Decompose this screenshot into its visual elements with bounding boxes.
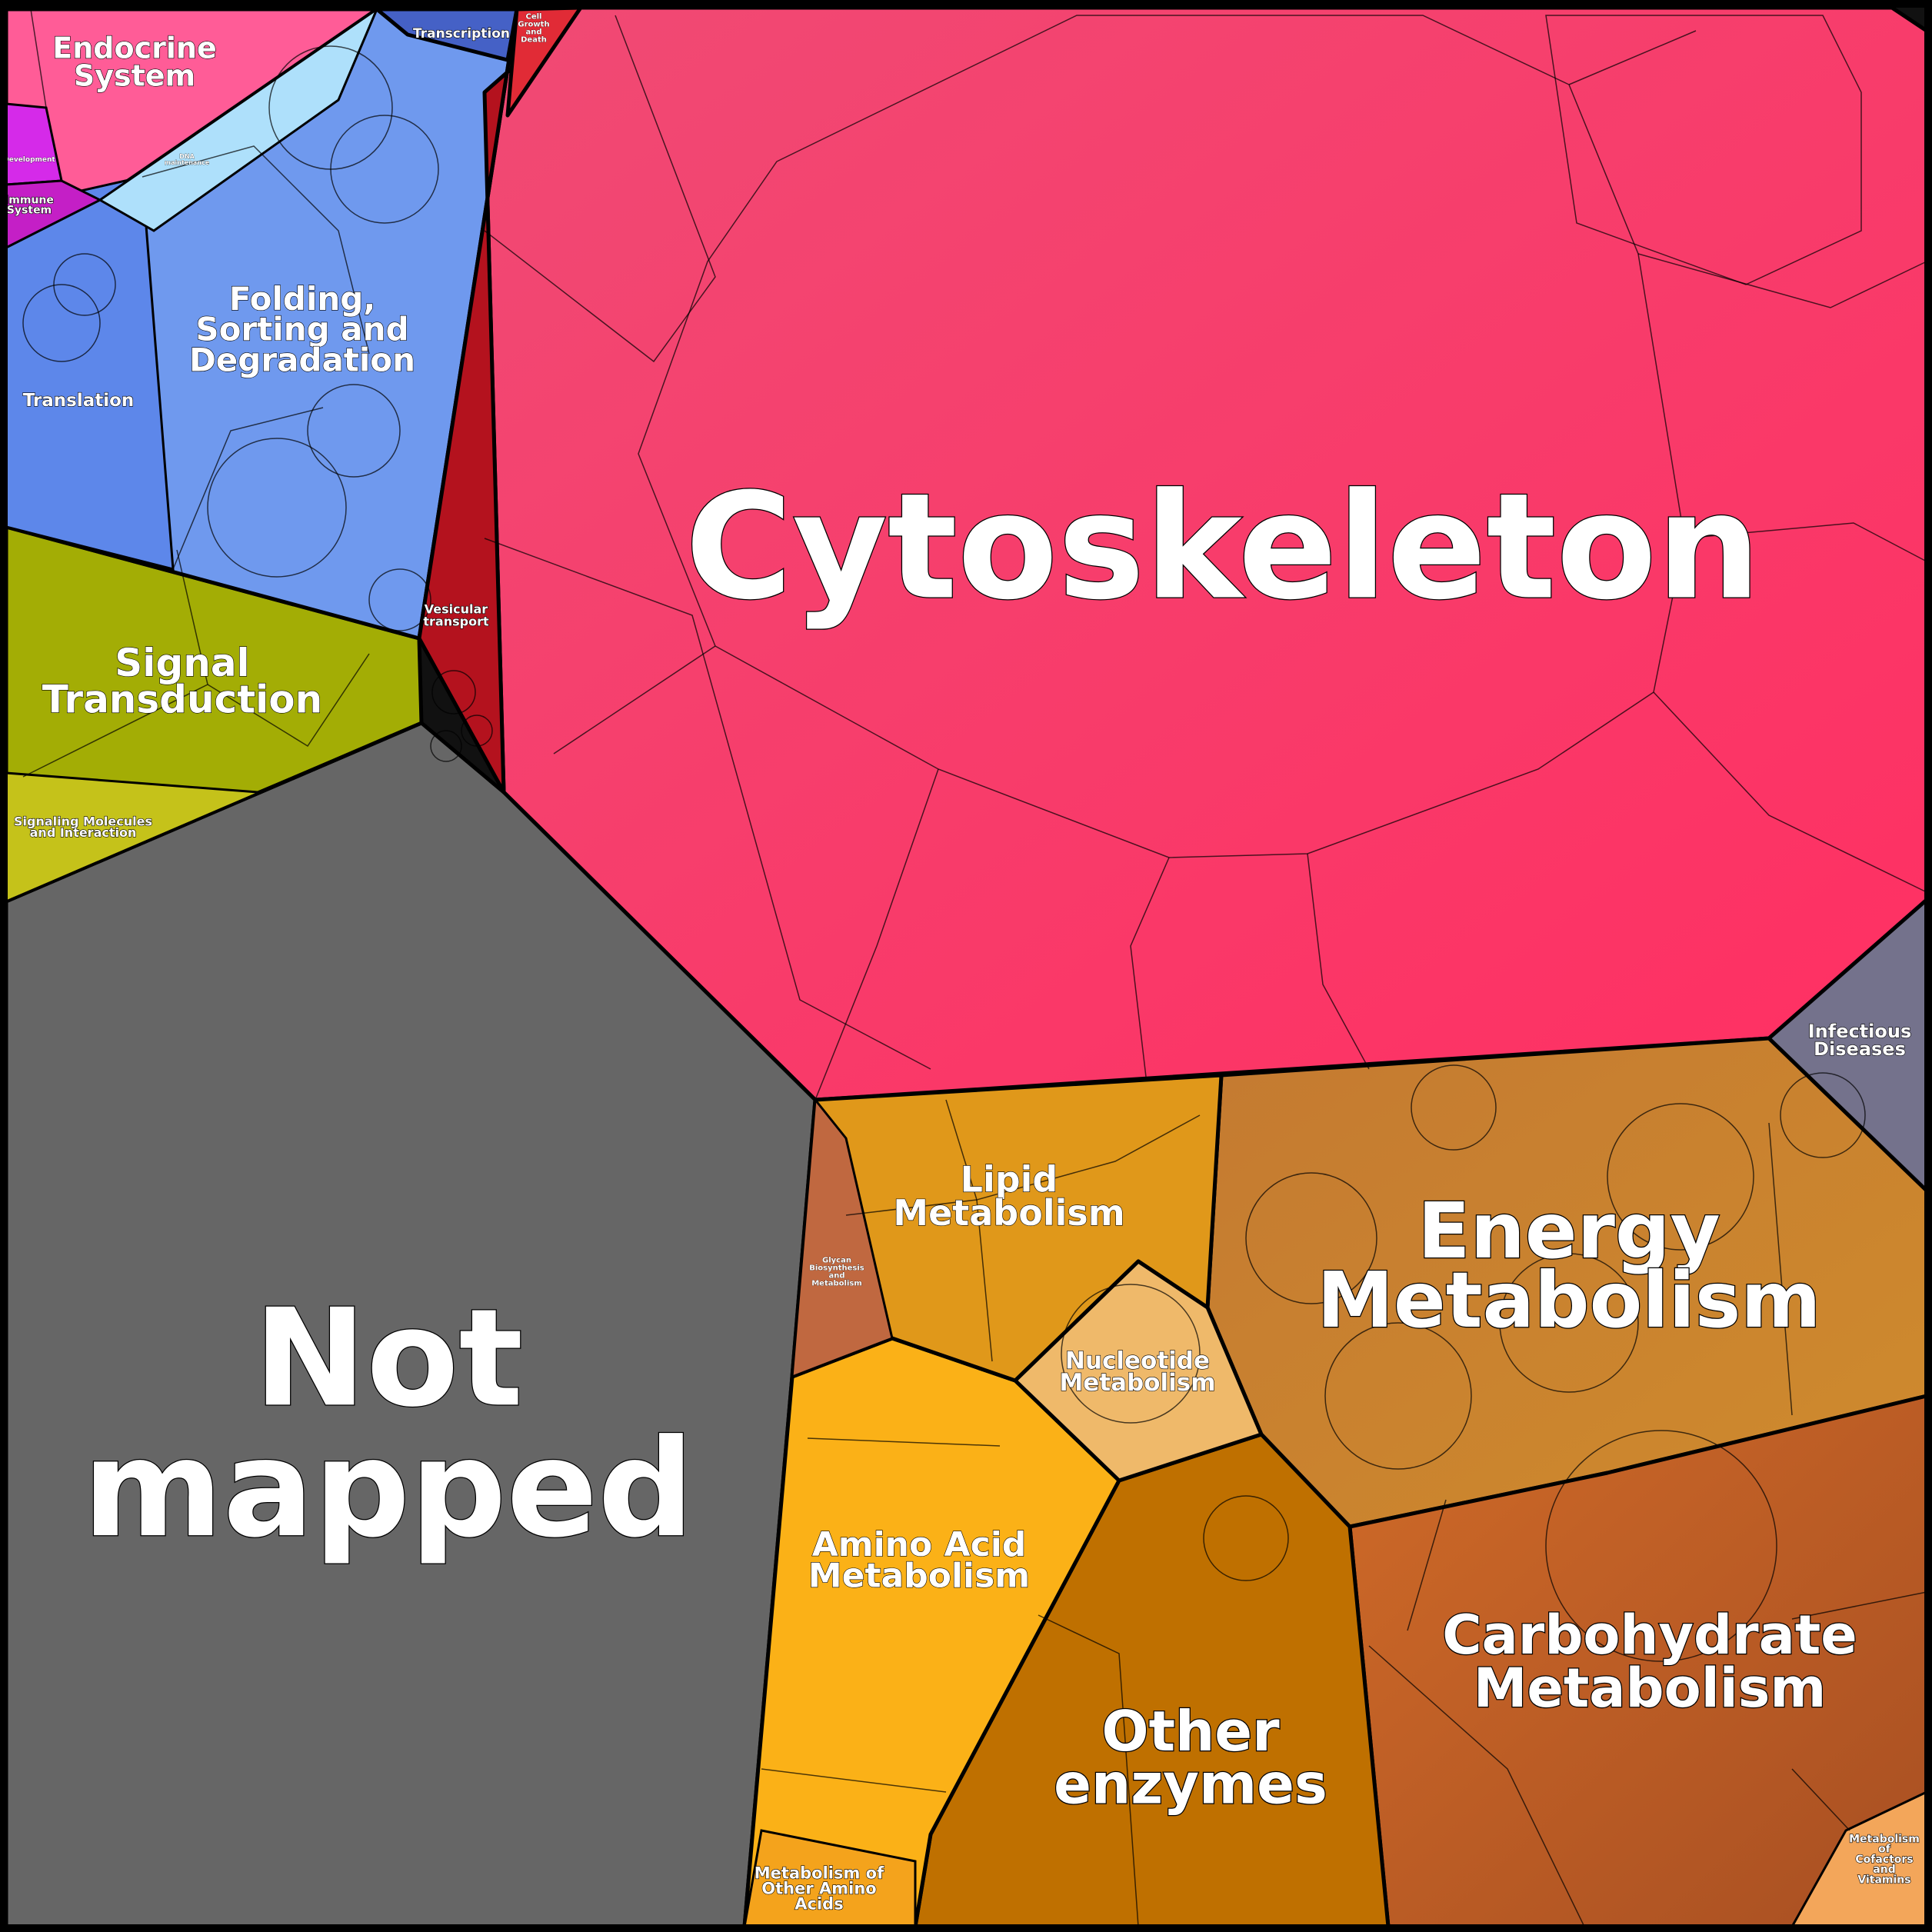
label-glycan-line-3: Metabolism — [811, 1280, 862, 1288]
label-cofactors-line-2: Cofactors — [1855, 1854, 1913, 1866]
label-immune-line-0: Immune — [5, 194, 54, 206]
cell-cell-growth[interactable] — [505, 5, 583, 118]
label-glycan-line-1: Biosynthesis — [809, 1264, 864, 1273]
label-amino-acid: Amino Acid Metabolism — [808, 1525, 1030, 1595]
label-other-amino-line-0: Metabolism of — [754, 1864, 884, 1882]
label-nucleotide-line-1: Metabolism — [1059, 1369, 1215, 1397]
label-infectious-line-0: Infectious — [1808, 1021, 1912, 1042]
label-signal: Signal Transduction — [42, 641, 322, 722]
label-endocrine-line-1: System — [74, 58, 195, 92]
label-cell-growth: Cell Growth and Death — [518, 13, 549, 45]
label-cell-growth-line-0: Cell — [526, 13, 542, 22]
label-infectious-line-1: Diseases — [1814, 1038, 1906, 1060]
label-transcription: Transcription — [413, 26, 510, 42]
label-infectious: Infectious Diseases — [1808, 1021, 1912, 1060]
label-vesicular: Vesicular transport — [423, 602, 489, 629]
label-cell-growth-line-3: Death — [521, 36, 547, 45]
cell-glycan-biosynthesis[interactable] — [791, 1097, 894, 1379]
label-folding-line-0: Folding, — [229, 280, 376, 318]
label-cell-growth-line-1: Growth — [518, 21, 549, 29]
cell-dna-maintenance[interactable] — [98, 5, 380, 232]
label-signal-line-0: Signal — [115, 641, 249, 685]
label-dna-maint: DNA maintenance — [165, 153, 210, 166]
label-not-mapped: Not mapped — [83, 1281, 695, 1567]
cell-nucleotide-metabolism[interactable] — [1013, 1259, 1264, 1483]
label-cytoskeleton: Cytoskeleton — [685, 462, 1760, 632]
label-translation: Translation — [23, 391, 135, 411]
label-signaling-molecules: Signaling Molecules and Interaction — [14, 814, 152, 839]
label-energy-line-1: Metabolism — [1317, 1255, 1820, 1345]
label-not-mapped-line-0: Not — [254, 1281, 523, 1437]
label-lipid-line-0: Lipid — [961, 1158, 1058, 1200]
label-cofactors: Metabolism of Cofactors and Vitamins — [1849, 1833, 1920, 1886]
label-folding: Folding, Sorting and Degradation — [189, 280, 415, 379]
label-amino-acid-line-0: Amino Acid — [812, 1525, 1027, 1564]
label-carbohydrate-line-0: Carbohydrate — [1442, 1604, 1857, 1667]
label-endocrine: Endocrine System — [52, 31, 216, 92]
label-cofactors-line-1: of — [1878, 1844, 1891, 1856]
label-translation-line-0: Translation — [23, 391, 135, 411]
label-nucleotide: Nucleotide Metabolism — [1059, 1347, 1215, 1397]
label-not-mapped-line-1: mapped — [83, 1411, 695, 1567]
label-development-line-0: Development — [3, 156, 55, 164]
label-immune: Immune System — [5, 194, 54, 216]
label-transcription-line-0: Transcription — [413, 26, 510, 42]
label-dna-maint-line-0: DNA — [179, 153, 195, 160]
label-lipid-line-1: Metabolism — [893, 1192, 1124, 1234]
label-endocrine-line-0: Endocrine — [52, 31, 216, 65]
label-folding-line-1: Sorting and — [195, 311, 408, 348]
label-dna-maint-line-1: maintenance — [165, 159, 210, 166]
label-nucleotide-line-0: Nucleotide — [1065, 1347, 1210, 1375]
label-amino-acid-line-1: Metabolism — [808, 1557, 1030, 1596]
label-glycan: Glycan Biosynthesis and Metabolism — [809, 1257, 864, 1288]
label-cofactors-line-3: and — [1873, 1864, 1895, 1876]
label-other-enzymes: Other enzymes — [1054, 1699, 1327, 1816]
label-energy: Energy Metabolism — [1317, 1186, 1820, 1345]
label-carbohydrate-line-1: Metabolism — [1474, 1657, 1827, 1720]
label-vesicular-line-0: Vesicular — [425, 602, 488, 617]
label-other-amino: Metabolism of Other Amino Acids — [754, 1864, 884, 1913]
label-other-enzymes-line-0: Other — [1101, 1699, 1280, 1764]
label-cytoskeleton-line-0: Cytoskeleton — [685, 462, 1760, 632]
label-other-amino-line-1: Other Amino — [761, 1879, 876, 1897]
internal-borders — [22, 8, 1927, 1927]
label-vesicular-line-1: transport — [423, 615, 489, 629]
label-carbohydrate: Carbohydrate Metabolism — [1442, 1604, 1857, 1720]
label-lipid: Lipid Metabolism — [893, 1158, 1124, 1234]
label-other-amino-line-2: Acids — [794, 1894, 843, 1913]
label-glycan-line-0: Glycan — [822, 1257, 851, 1265]
label-folding-line-2: Degradation — [189, 341, 415, 379]
label-immune-line-1: System — [7, 205, 52, 217]
label-signaling-molecules-line-0: Signaling Molecules — [14, 814, 152, 828]
label-glycan-line-2: and — [828, 1272, 844, 1281]
label-other-enzymes-line-1: enzymes — [1054, 1751, 1327, 1816]
label-cofactors-line-4: Vitamins — [1857, 1874, 1910, 1887]
label-cofactors-line-0: Metabolism — [1849, 1833, 1920, 1845]
label-energy-line-0: Energy — [1417, 1186, 1720, 1276]
label-signaling-molecules-line-1: and Interaction — [30, 825, 137, 840]
label-cell-growth-line-2: and — [525, 28, 541, 37]
label-development: Development — [3, 156, 55, 164]
label-signal-line-1: Transduction — [42, 677, 322, 721]
